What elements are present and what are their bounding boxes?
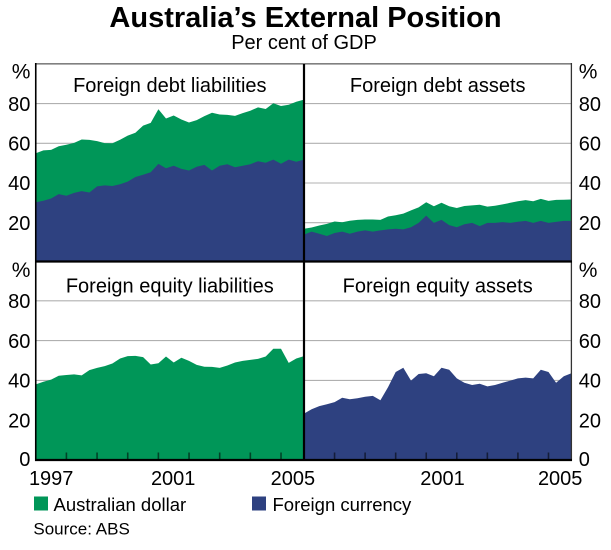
svg-text:40: 40 [579, 173, 601, 195]
svg-text:Per cent of GDP: Per cent of GDP [231, 32, 377, 54]
svg-text:40: 40 [579, 371, 601, 393]
svg-text:2001: 2001 [151, 468, 196, 490]
svg-text:60: 60 [8, 134, 30, 156]
svg-text:Source: ABS: Source: ABS [33, 520, 129, 539]
svg-text:80: 80 [579, 94, 601, 116]
svg-text:2005: 2005 [538, 468, 583, 490]
svg-text:80: 80 [8, 94, 30, 116]
svg-text:20: 20 [579, 213, 601, 235]
svg-text:Foreign currency: Foreign currency [273, 494, 413, 515]
svg-text:Australia’s External Position: Australia’s External Position [109, 2, 501, 34]
svg-text:60: 60 [579, 134, 601, 156]
svg-text:%: % [12, 259, 31, 282]
svg-text:2005: 2005 [271, 468, 316, 490]
svg-text:0: 0 [19, 449, 30, 471]
svg-text:20: 20 [8, 410, 30, 432]
svg-text:80: 80 [579, 291, 601, 313]
svg-text:%: % [579, 61, 598, 84]
svg-text:%: % [12, 61, 31, 84]
svg-text:40: 40 [8, 173, 30, 195]
svg-text:20: 20 [579, 410, 601, 432]
svg-text:40: 40 [8, 371, 30, 393]
svg-text:1997: 1997 [29, 468, 74, 490]
svg-text:2001: 2001 [420, 468, 465, 490]
svg-text:Foreign equity assets: Foreign equity assets [343, 276, 533, 298]
svg-text:20: 20 [8, 213, 30, 235]
svg-text:Foreign debt liabilities: Foreign debt liabilities [73, 75, 266, 97]
svg-text:Australian dollar: Australian dollar [54, 494, 187, 515]
svg-text:0: 0 [579, 449, 590, 471]
svg-text:%: % [579, 259, 598, 282]
svg-text:Foreign equity liabilities: Foreign equity liabilities [66, 276, 274, 298]
svg-text:60: 60 [8, 331, 30, 353]
svg-text:80: 80 [8, 291, 30, 313]
svg-text:Foreign debt assets: Foreign debt assets [350, 75, 526, 97]
svg-text:60: 60 [579, 331, 601, 353]
